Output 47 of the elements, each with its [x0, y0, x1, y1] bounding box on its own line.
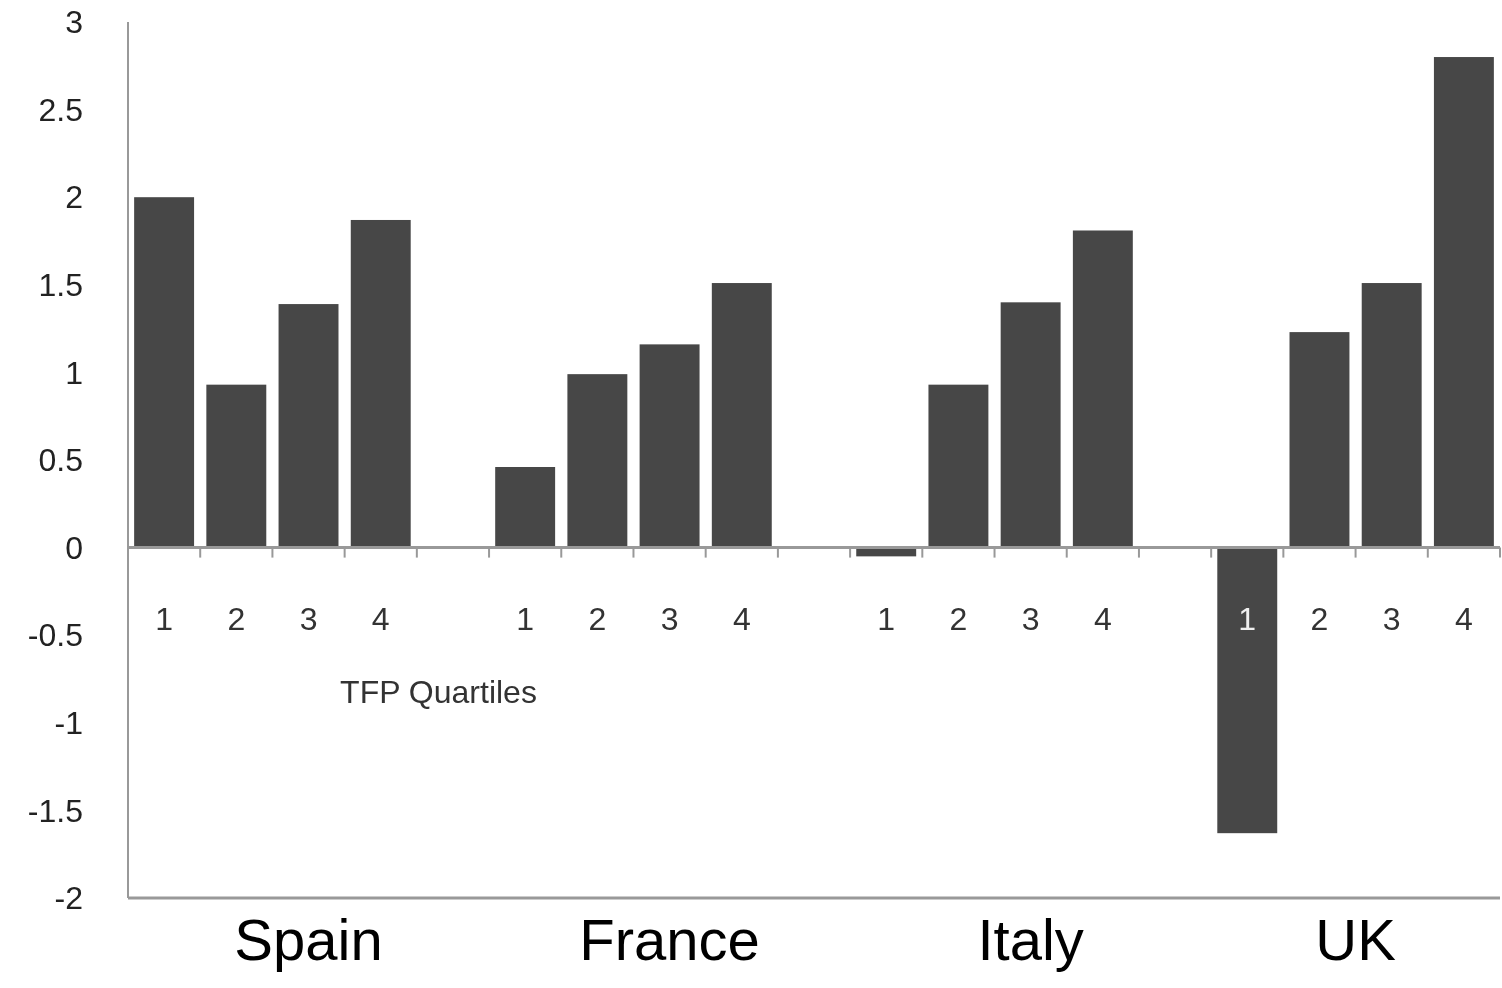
x-tick-label: 2	[949, 600, 968, 637]
x-tick-label: 1	[516, 600, 535, 637]
bar	[1072, 230, 1133, 548]
y-tick-label: -1	[54, 705, 83, 741]
y-tick-label: -0.5	[27, 617, 83, 654]
bar	[1217, 547, 1278, 834]
bar	[1000, 302, 1061, 548]
x-tick-label: 3	[1021, 600, 1040, 637]
bar	[711, 283, 772, 548]
y-tick-label: 2	[65, 179, 83, 216]
bar	[278, 304, 339, 548]
y-tick-label: 0	[65, 529, 83, 566]
y-tick-label: -2	[54, 880, 83, 917]
y-tick-label: 0.5	[38, 442, 83, 479]
bar	[350, 219, 411, 548]
y-tick-label: -1.5	[27, 792, 83, 829]
x-tick-label: 1	[1238, 600, 1257, 637]
text: UK	[1315, 907, 1397, 972]
text: France	[579, 907, 760, 972]
bar	[928, 384, 989, 548]
text: Italy	[977, 907, 1084, 972]
x-tick-label: 4	[371, 600, 390, 637]
x-axis-title: TFP Quartiles	[340, 673, 537, 710]
text: Spain	[234, 907, 383, 972]
x-tick-label: 3	[1382, 600, 1401, 637]
bar	[567, 374, 628, 548]
x-tick-label: 1	[877, 600, 896, 637]
y-tick-label: 3	[65, 4, 83, 41]
bar	[134, 197, 195, 548]
bar	[1433, 57, 1494, 548]
x-tick-label: 4	[1455, 600, 1473, 637]
x-tick-label: 3	[660, 600, 679, 637]
bar	[1361, 283, 1422, 548]
x-tick-label: 3	[299, 600, 318, 637]
x-tick-label: 2	[588, 600, 607, 637]
y-tick-label: 1	[65, 354, 83, 391]
bar	[206, 384, 267, 548]
x-tick-label: 4	[1093, 600, 1112, 637]
y-tick-label: 2.5	[38, 91, 83, 128]
bar	[1289, 332, 1350, 548]
bar	[639, 344, 700, 548]
x-tick-label: 2	[227, 600, 246, 637]
y-tick-label: 1.5	[38, 267, 83, 303]
x-tick-label: 4	[732, 600, 751, 637]
bar	[495, 467, 556, 548]
x-tick-label: 1	[155, 600, 173, 637]
x-tick-label: 2	[1310, 600, 1329, 637]
